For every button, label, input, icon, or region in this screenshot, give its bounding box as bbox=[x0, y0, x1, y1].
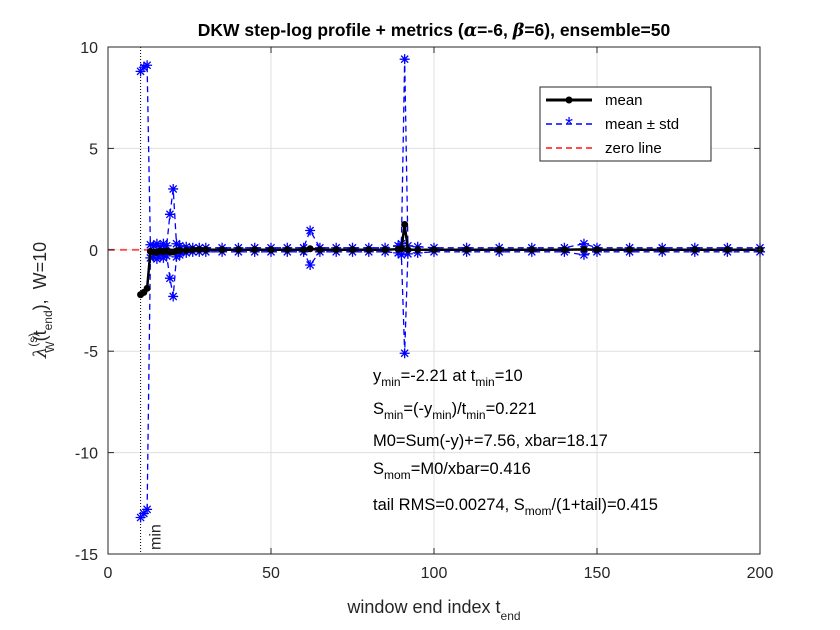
tick-layer: 0 50 100 150 200 -15 -10 -5 0 5 10 bbox=[75, 40, 774, 582]
data-point bbox=[316, 246, 324, 254]
data-point bbox=[306, 245, 314, 253]
data-point bbox=[401, 220, 409, 228]
data-point bbox=[580, 245, 588, 253]
y-axis-label: λ(s)W(tend),W=10 bbox=[26, 242, 57, 359]
data-point bbox=[267, 246, 275, 254]
data-point bbox=[495, 246, 503, 254]
data-point bbox=[402, 248, 413, 259]
data-point bbox=[349, 246, 356, 254]
data-point bbox=[578, 238, 589, 249]
data-point bbox=[234, 246, 242, 254]
legend-zero-label: zero line bbox=[605, 140, 662, 157]
data-point bbox=[658, 246, 666, 254]
y-tick-label: 10 bbox=[80, 40, 98, 57]
y-tick-label: 0 bbox=[89, 243, 98, 260]
legend-std-marker: * bbox=[565, 114, 573, 136]
data-point bbox=[176, 246, 184, 254]
data-point bbox=[161, 250, 172, 261]
data-point bbox=[365, 246, 373, 254]
legend-mean-marker bbox=[565, 96, 573, 104]
data-point bbox=[723, 246, 731, 254]
data-point bbox=[399, 54, 410, 65]
data-point bbox=[148, 240, 159, 251]
series-line bbox=[140, 59, 760, 249]
x-tick-label: 100 bbox=[421, 565, 448, 582]
data-point bbox=[593, 246, 601, 254]
data-point bbox=[397, 245, 405, 253]
data-point bbox=[135, 66, 146, 77]
data-point bbox=[691, 246, 699, 254]
data-point bbox=[202, 246, 210, 254]
data-point bbox=[171, 238, 182, 249]
data-point bbox=[168, 291, 179, 302]
x-tick-label: 150 bbox=[584, 565, 611, 582]
data-point bbox=[158, 252, 169, 263]
data-point bbox=[381, 246, 389, 254]
data-point bbox=[560, 246, 568, 254]
x-tick-label: 50 bbox=[262, 565, 280, 582]
data-point bbox=[430, 246, 438, 254]
data-point bbox=[171, 251, 182, 262]
data-point bbox=[135, 512, 146, 523]
data-point bbox=[174, 249, 185, 260]
data-point bbox=[578, 249, 589, 260]
annotation-block: ymin=-2.21 at tmin=10 Smin=(-ymin)/tmin=… bbox=[373, 367, 658, 518]
data-point bbox=[138, 62, 149, 73]
legend-std-label: mean ± std bbox=[605, 116, 679, 133]
annotation-m0: M0=Sum(-y)+=7.56, xbar=18.17 bbox=[373, 432, 608, 450]
y-tick-label: 5 bbox=[89, 141, 98, 158]
y-tick-label: -15 bbox=[75, 547, 98, 564]
data-point bbox=[142, 504, 153, 515]
data-point bbox=[251, 246, 259, 254]
data-point bbox=[528, 246, 536, 254]
legend-mean-label: mean bbox=[605, 92, 643, 109]
data-point bbox=[332, 246, 340, 254]
y-tick-label: -10 bbox=[75, 446, 98, 463]
data-point bbox=[182, 246, 190, 254]
data-point bbox=[164, 273, 175, 284]
data-point bbox=[626, 246, 634, 254]
data-point bbox=[142, 60, 153, 71]
data-point bbox=[189, 246, 197, 254]
data-point bbox=[305, 260, 316, 271]
data-point bbox=[145, 239, 156, 250]
y-tick-label: -5 bbox=[84, 344, 98, 361]
annotation-smin: Smin=(-ymin)/tmin=0.221 bbox=[373, 400, 537, 422]
x-axis-label: window end index tend bbox=[346, 597, 520, 623]
chart-title: DKW step-log profile + metrics (α=-6, β=… bbox=[198, 20, 671, 41]
x-tick-label: 0 bbox=[104, 565, 113, 582]
data-point bbox=[168, 183, 179, 194]
data-point bbox=[305, 225, 316, 236]
legend: mean * mean ± std zero line bbox=[539, 86, 712, 162]
data-point bbox=[161, 240, 172, 251]
data-point bbox=[138, 508, 149, 519]
series-mean bbox=[137, 220, 764, 299]
series-layer: min bbox=[108, 47, 765, 554]
data-point bbox=[283, 246, 291, 254]
annotation-ymin: ymin=-2.21 at tmin=10 bbox=[373, 367, 523, 389]
data-point bbox=[396, 249, 407, 260]
annotation-tail: tail RMS=0.00274, Smom/(1+tail)=0.415 bbox=[373, 496, 658, 518]
data-point bbox=[174, 240, 185, 251]
annotation-smom: Smom=M0/xbar=0.416 bbox=[373, 460, 531, 482]
data-point bbox=[399, 348, 410, 359]
data-point bbox=[463, 246, 471, 254]
x-tick-label: 200 bbox=[747, 565, 774, 582]
data-point bbox=[164, 209, 175, 220]
data-point bbox=[143, 284, 151, 292]
min-reference-label: min bbox=[148, 524, 165, 550]
data-point bbox=[195, 246, 203, 254]
data-point bbox=[393, 247, 404, 258]
data-point bbox=[158, 238, 169, 249]
data-point bbox=[414, 246, 422, 254]
data-point bbox=[300, 246, 308, 254]
data-point bbox=[218, 246, 226, 254]
data-point bbox=[151, 253, 162, 264]
data-point bbox=[404, 246, 412, 254]
